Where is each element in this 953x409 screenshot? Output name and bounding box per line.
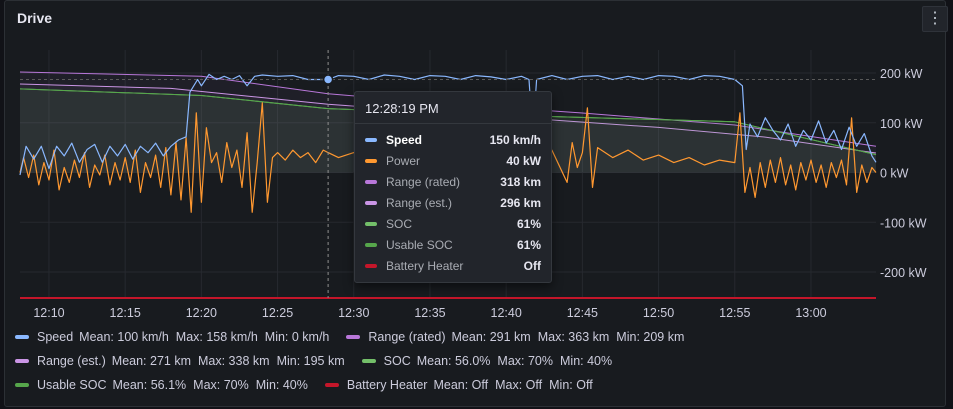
legend-color-swatch (15, 335, 29, 339)
legend-color-swatch (361, 359, 376, 363)
legend-item[interactable]: Usable SOC Mean: 56.1% Max: 70% Min: 40% (15, 378, 315, 392)
y-tick-label: -200 kW (880, 266, 927, 280)
tooltip-series-name: Range (est.) (386, 196, 453, 210)
tooltip-series-value: 61% (516, 238, 541, 252)
tooltip-row: Power 40 kW (365, 151, 541, 171)
legend-row: Usable SOC Mean: 56.1% Max: 70% Min: 40% Bat… (15, 378, 610, 392)
legend-series-name: Range (est.) (37, 354, 106, 368)
legend-item[interactable]: Range (rated) Mean: 291 km Max: 363 km Min:… (346, 330, 691, 344)
series-color-swatch (365, 222, 377, 226)
legend-stat: Max: 338 km (198, 354, 270, 368)
x-tick-label: 12:25 (262, 306, 293, 320)
tooltip-row: Range (rated) 318 km (365, 172, 541, 192)
kebab-menu-icon: ⋮ (927, 10, 943, 27)
y-tick-label: 0 kW (880, 167, 909, 181)
legend-series-name: Usable SOC (37, 378, 107, 392)
tooltip-row: Battery Heater Off (365, 256, 541, 276)
x-tick-label: 12:55 (719, 306, 750, 320)
legend-stat: Max: Off (495, 378, 543, 392)
x-tick-label: 12:10 (33, 306, 64, 320)
tooltip-series-value: 40 kW (506, 154, 541, 168)
tooltip-series-name: Range (rated) (386, 175, 461, 189)
tooltip-divider (355, 123, 551, 124)
legend-series-name: Battery Heater (346, 378, 428, 392)
legend-stat: Min: 195 km (276, 354, 345, 368)
tooltip-row: Usable SOC 61% (365, 235, 541, 255)
y-tick-label: -100 kW (880, 216, 927, 230)
hover-point-marker (322, 74, 334, 85)
x-tick-label: 12:35 (414, 306, 445, 320)
tooltip-series-value: 296 km (500, 196, 541, 210)
legend-stat: Min: 209 km (616, 330, 685, 344)
tooltip-series-name: Speed (386, 133, 423, 147)
legend-stat: Min: 40% (560, 354, 613, 368)
tooltip-series-name: Power (386, 154, 421, 168)
chart-tooltip: 12:28:19 PM Speed 150 km/h Power 40 kW Range… (354, 91, 552, 283)
x-tick-label: 12:50 (643, 306, 674, 320)
series-color-swatch (365, 201, 377, 205)
y-tick-label: 200 kW (880, 67, 923, 81)
legend-stat: Min: 40% (255, 378, 308, 392)
x-tick-label: 12:40 (491, 306, 522, 320)
legend-item[interactable]: SOC Mean: 56.0% Max: 70% Min: 40% (361, 354, 619, 368)
legend-item[interactable]: Battery Heater Mean: Off Max: Off Min: Off (324, 378, 600, 392)
legend-color-swatch (324, 383, 339, 387)
legend-series-name: Range (rated) (368, 330, 446, 344)
tooltip-series-value: 150 km/h (489, 133, 541, 147)
series-color-swatch (365, 159, 377, 163)
panel-menu-button[interactable]: ⋮ (922, 6, 948, 32)
legend-item[interactable]: Speed Mean: 100 km/h Max: 158 km/h Min: 0 k… (15, 330, 336, 344)
tooltip-row: Speed 150 km/h (365, 130, 541, 150)
x-tick-label: 12:30 (338, 306, 369, 320)
tooltip-row: SOC 61% (365, 214, 541, 234)
series-color-swatch (365, 243, 377, 247)
tooltip-series-value: 61% (516, 217, 541, 231)
tooltip-time: 12:28:19 PM (365, 101, 439, 116)
legend-stat: Mean: 56.1% (112, 378, 187, 392)
legend-stat: Max: 158 km/h (175, 330, 258, 344)
legend-stat: Min: 0 km/h (264, 330, 330, 344)
legend-stat: Mean: 100 km/h (79, 330, 169, 344)
tooltip-series-name: SOC (386, 217, 413, 231)
x-tick-label: 12:45 (567, 306, 598, 320)
power-series-line (19, 102, 877, 213)
tooltip-row: Range (est.) 296 km (365, 193, 541, 213)
legend-stat: Max: 70% (497, 354, 554, 368)
legend-color-swatch (15, 359, 29, 363)
legend-stat: Mean: 271 km (111, 354, 191, 368)
series-color-swatch (365, 180, 377, 184)
legend-series-name: Speed (37, 330, 74, 344)
legend-row: Speed Mean: 100 km/h Max: 158 km/h Min: 0 k… (15, 330, 701, 344)
legend-item[interactable]: Range (est.) Mean: 271 km Max: 338 km Min: … (15, 354, 352, 368)
legend-color-swatch (15, 383, 29, 387)
tooltip-series-value: Off (523, 259, 541, 273)
tooltip-series-value: 318 km (500, 175, 541, 189)
y-tick-label: 100 kW (880, 117, 923, 131)
tooltip-series-name: Usable SOC (386, 238, 453, 252)
legend-series-name: SOC (383, 354, 411, 368)
legend-stat: Mean: 56.0% (416, 354, 491, 368)
tooltip-series-name: Battery Heater (386, 259, 464, 273)
legend-stat: Min: Off (549, 378, 593, 392)
speed-series-line (19, 73, 877, 176)
legend-stat: Mean: Off (433, 378, 489, 392)
series-color-swatch (365, 138, 377, 142)
legend-row: Range (est.) Mean: 271 km Max: 338 km Min: … (15, 354, 629, 368)
legend-stat: Max: 363 km (537, 330, 610, 344)
series-color-swatch (365, 264, 377, 268)
x-tick-label: 12:15 (110, 306, 141, 320)
legend-stat: Max: 70% (193, 378, 249, 392)
panel-title: Drive (17, 10, 53, 26)
x-tick-label: 12:20 (186, 306, 217, 320)
legend-color-swatch (346, 335, 361, 339)
x-tick-label: 13:00 (795, 306, 826, 320)
legend-stat: Mean: 291 km (451, 330, 531, 344)
